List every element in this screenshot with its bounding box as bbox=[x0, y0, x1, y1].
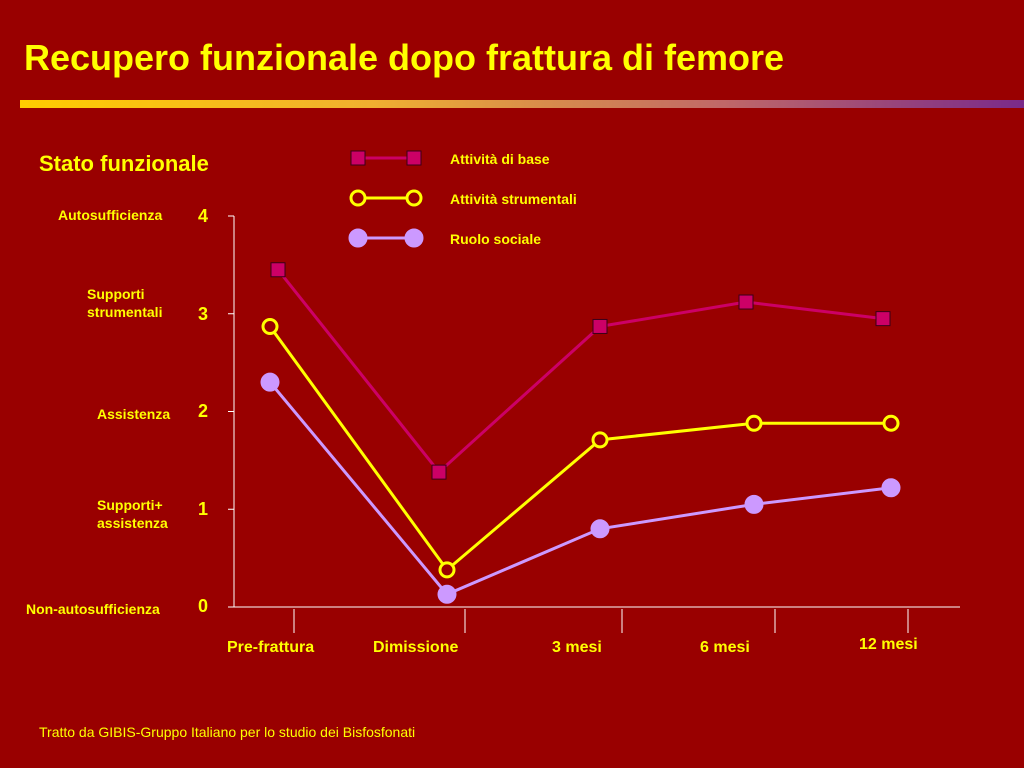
legend-label-attivita-strumentali: Attività strumentali bbox=[450, 191, 577, 207]
legend-marker-start-1 bbox=[349, 189, 367, 207]
y-tick-label-4: 4 bbox=[198, 206, 209, 226]
legend-marker-end-1 bbox=[405, 189, 423, 207]
series-0-point-1 bbox=[431, 464, 447, 480]
x-tick-label-0: Pre-frattura bbox=[227, 639, 315, 656]
y-tick-label-0: 0 bbox=[198, 596, 209, 616]
series-1-point-4 bbox=[882, 414, 900, 432]
y-tick-label-3: 3 bbox=[198, 304, 209, 324]
series-1-point-2 bbox=[591, 431, 609, 449]
x-tick-label-2: 3 mesi bbox=[552, 639, 602, 656]
series-0-point-0 bbox=[270, 262, 286, 278]
series-2-point-4 bbox=[881, 478, 901, 498]
y-tick-label-2: 2 bbox=[198, 401, 209, 421]
y-tick-label-1: 1 bbox=[198, 499, 209, 519]
chart-title: Stato funzionale bbox=[39, 151, 209, 176]
series-line-1 bbox=[268, 325, 891, 573]
y-level-label-4: Autosufficienza bbox=[58, 207, 163, 223]
x-tick-label-1: Dimissione bbox=[373, 639, 459, 656]
legend-label-ruolo-sociale: Ruolo sociale bbox=[450, 231, 542, 247]
legend-marker-start-0 bbox=[350, 150, 366, 166]
series-1-point-1 bbox=[438, 561, 456, 579]
legend-marker-start-2 bbox=[348, 228, 368, 248]
slide-title: Recupero funzionale dopo frattura di fem… bbox=[24, 37, 785, 78]
x-tick-label-4: 12 mesi bbox=[859, 636, 918, 653]
y-level-label-2: Assistenza bbox=[97, 406, 171, 422]
legend-marker-end-0 bbox=[406, 150, 422, 166]
title-rule bbox=[20, 100, 1024, 108]
y-level-label-0: Non-autosufficienza bbox=[26, 601, 160, 617]
y-level-label-1: Supporti+ assistenza bbox=[97, 497, 168, 531]
series-1-point-0 bbox=[261, 317, 279, 335]
series-2-point-0 bbox=[260, 372, 280, 392]
series-1-point-3 bbox=[745, 414, 763, 432]
series-0-point-3 bbox=[738, 294, 754, 310]
legend-label-attivita-base: Attività di base bbox=[450, 151, 550, 167]
series-line-0 bbox=[276, 268, 884, 475]
series-2-point-3 bbox=[744, 494, 764, 514]
source-note: Tratto da GIBIS-Gruppo Italiano per lo s… bbox=[39, 724, 416, 740]
series-0-point-2 bbox=[592, 318, 608, 334]
y-level-label-3: Supporti strumentali bbox=[87, 286, 163, 320]
series-2-point-2 bbox=[590, 519, 610, 539]
legend-marker-end-2 bbox=[404, 228, 424, 248]
series-line-2 bbox=[268, 381, 892, 597]
x-tick-label-3: 6 mesi bbox=[700, 639, 750, 656]
series-0-point-4 bbox=[875, 311, 891, 327]
series-2-point-1 bbox=[437, 584, 457, 604]
